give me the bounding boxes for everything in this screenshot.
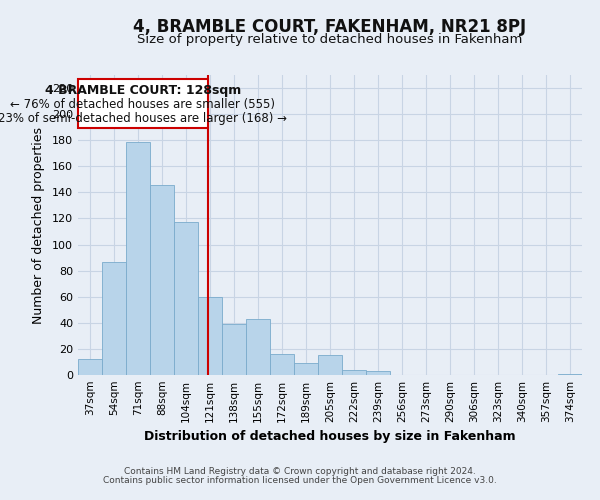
Bar [246,319,270,375]
Bar [102,262,126,375]
Bar [126,142,150,375]
Bar [174,222,198,375]
Text: Size of property relative to detached houses in Fakenham: Size of property relative to detached ho… [137,32,523,46]
Bar [558,374,582,375]
Text: Contains public sector information licensed under the Open Government Licence v3: Contains public sector information licen… [103,476,497,485]
Bar [150,184,174,375]
Bar [294,364,318,375]
X-axis label: Distribution of detached houses by size in Fakenham: Distribution of detached houses by size … [144,430,516,444]
Text: Contains HM Land Registry data © Crown copyright and database right 2024.: Contains HM Land Registry data © Crown c… [124,467,476,476]
Text: ← 76% of detached houses are smaller (555): ← 76% of detached houses are smaller (55… [10,98,275,112]
Bar [222,324,246,375]
Bar [270,354,294,375]
Text: 4, BRAMBLE COURT, FAKENHAM, NR21 8PJ: 4, BRAMBLE COURT, FAKENHAM, NR21 8PJ [133,18,527,36]
FancyBboxPatch shape [78,79,208,128]
Y-axis label: Number of detached properties: Number of detached properties [32,126,45,324]
Bar [342,370,366,375]
Text: 4 BRAMBLE COURT: 128sqm: 4 BRAMBLE COURT: 128sqm [45,84,241,97]
Bar [318,356,342,375]
Text: 23% of semi-detached houses are larger (168) →: 23% of semi-detached houses are larger (… [0,112,287,124]
Bar [198,296,222,375]
Bar [78,360,102,375]
Bar [366,371,390,375]
